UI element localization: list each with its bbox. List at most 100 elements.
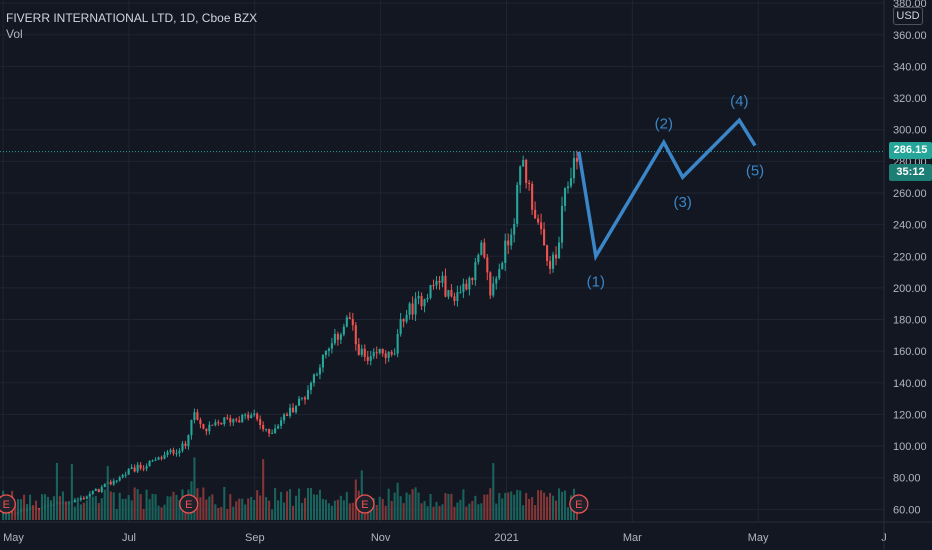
candle-body	[507, 240, 510, 246]
volume-bar	[217, 507, 220, 520]
candle-body	[109, 481, 112, 485]
candle-body	[157, 457, 160, 460]
candle-body	[148, 460, 151, 467]
candle-body	[402, 319, 405, 322]
x-tick-label: Mar	[623, 532, 642, 544]
volume-bar	[513, 494, 516, 520]
candle-body	[178, 450, 181, 454]
volume-bar	[145, 489, 148, 520]
candle-body	[552, 254, 555, 269]
volume-bar	[510, 491, 513, 520]
candle-body	[572, 158, 576, 179]
candle-body	[557, 242, 561, 259]
candle-body	[575, 158, 579, 162]
volume-bar	[23, 494, 26, 520]
candle-body	[127, 469, 130, 475]
volume-bar	[112, 492, 115, 520]
candle-body	[560, 205, 564, 243]
candle-body	[259, 419, 262, 425]
volume-bar	[330, 505, 333, 520]
candle-body	[235, 419, 238, 421]
y-tick-label: 160.00	[893, 346, 927, 358]
candle-body	[187, 435, 190, 447]
candle-body	[289, 407, 292, 416]
candle-body	[399, 319, 402, 335]
candle-body	[318, 367, 321, 375]
volume-bar	[566, 507, 570, 520]
candle-body	[525, 159, 528, 183]
candle-body	[453, 296, 456, 301]
volume-bar	[441, 504, 444, 520]
y-tick-label: 200.00	[893, 283, 927, 295]
candle-body	[283, 414, 286, 421]
candle-body	[405, 314, 408, 322]
candle-body	[531, 183, 534, 210]
volume-bar	[127, 495, 130, 520]
candle-body	[375, 352, 378, 354]
candle-body	[190, 420, 193, 436]
volume-bar	[172, 491, 175, 520]
candle-body	[256, 413, 259, 420]
candle-body	[238, 420, 241, 423]
volume-bar	[546, 496, 549, 520]
volume-bar	[220, 506, 223, 520]
volume-bar	[17, 499, 20, 520]
candle-body	[274, 428, 277, 433]
candle-body	[546, 245, 549, 261]
volume-bar	[280, 492, 283, 520]
candle-body	[184, 443, 187, 447]
volume-label[interactable]: Vol	[6, 27, 23, 41]
volume-bar	[498, 493, 501, 520]
volume-bar	[79, 504, 82, 520]
volume-bar	[462, 489, 465, 520]
candle-body	[423, 299, 426, 307]
candle-body	[271, 432, 274, 434]
volume-bar	[46, 496, 50, 520]
candle-body	[175, 453, 178, 455]
candle-body	[477, 254, 480, 263]
x-tick-label: Jul	[122, 532, 136, 544]
earnings-marker-icon	[355, 494, 375, 514]
volume-bar	[250, 496, 253, 520]
candle-body	[438, 280, 441, 283]
volume-bar	[390, 501, 393, 520]
volume-bar	[312, 494, 316, 520]
earnings-marker-icon	[179, 494, 199, 514]
volume-bar	[393, 492, 396, 520]
symbol-title[interactable]: FIVERR INTERNATIONAL LTD, 1D, Cboe BZX	[6, 11, 258, 25]
y-tick-label: 220.00	[893, 251, 927, 263]
currency-badge[interactable]: USD	[893, 7, 923, 25]
volume-bar	[351, 502, 354, 520]
candle-body	[226, 417, 229, 419]
volume-bar	[118, 492, 121, 520]
candle-body	[522, 159, 525, 167]
candle-body	[300, 397, 304, 399]
earnings-marker-label: E	[3, 499, 10, 511]
candle-body	[142, 468, 145, 470]
volume-bar	[306, 488, 310, 520]
candle-body	[519, 166, 522, 185]
volume-bar	[504, 492, 507, 520]
candle-body	[420, 296, 423, 307]
volume-bar	[447, 493, 450, 520]
candle-body	[103, 484, 106, 488]
volume-bar	[163, 504, 166, 520]
volume-bar	[271, 509, 274, 520]
candle-body	[124, 474, 127, 476]
volume-bar	[354, 479, 357, 520]
y-tick-label: 360.00	[893, 30, 927, 42]
candle-body	[217, 422, 220, 424]
candle-body	[73, 500, 76, 503]
volume-bar	[67, 501, 70, 520]
candle-body	[360, 348, 363, 355]
volume-bar	[549, 493, 552, 520]
candle-body	[244, 414, 247, 416]
candle-body	[82, 497, 85, 499]
candle-body	[85, 496, 88, 499]
volume-bar	[417, 492, 420, 520]
volume-bar	[94, 495, 97, 520]
candle-body	[513, 224, 516, 235]
candle-body	[411, 303, 414, 315]
volume-bar	[139, 494, 142, 520]
